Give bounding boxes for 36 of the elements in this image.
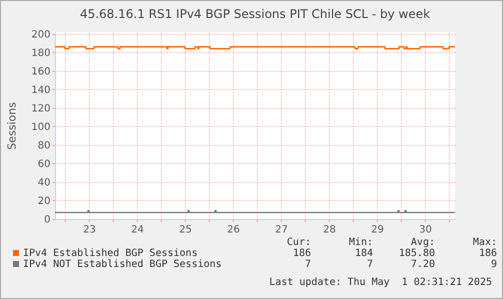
text: 7 [304, 259, 311, 270]
y-tick-label: 80 [38, 140, 50, 152]
y-tick-label: 20 [38, 196, 50, 207]
text: Cur: [286, 237, 311, 248]
x-tick-label: 26 [227, 224, 240, 236]
text: 7 [366, 259, 373, 270]
text: 185.80 [398, 248, 435, 259]
chart-title: 45.68.16.1 RS1 IPv4 BGP Sessions PIT Chile SCL - by week [80, 6, 430, 21]
text: Last update: Thu May 1 02:31:21 2025 [269, 277, 492, 288]
x-tick-label: 28 [323, 224, 336, 236]
y-tick-label: 120 [31, 103, 50, 114]
y-tick-label: 100 [31, 122, 50, 133]
legend-label: IPv4 Established BGP Sessions [22, 248, 199, 259]
text: 9 [490, 259, 497, 270]
text: 7.20 [410, 259, 435, 270]
legend-label: IPv4 NOT Established BGP Sessions [22, 259, 223, 270]
y-tick-label: 180 [31, 48, 50, 59]
x-tick-label: 25 [179, 224, 192, 236]
y-tick-label: 140 [31, 84, 50, 96]
x-tick-label: 27 [275, 224, 288, 236]
x-tick-label: 24 [131, 224, 144, 236]
x-tick-label: 29 [371, 224, 384, 236]
y-tick-label: 0 [44, 214, 50, 226]
text: Max: [472, 237, 497, 248]
text: Avg: [410, 237, 435, 248]
y-tick-label: 160 [31, 66, 50, 78]
y-tick-label: 60 [38, 158, 50, 170]
text: Min: [348, 237, 373, 248]
text: 186 [478, 248, 497, 259]
x-tick-label: 23 [83, 224, 96, 236]
text: 184 [354, 248, 373, 259]
y-axis-title: Sessions [5, 102, 18, 150]
text: 186 [292, 248, 311, 259]
y-tick-label: 40 [38, 177, 50, 188]
y-tick-label: 200 [31, 29, 50, 40]
x-tick-label: 30 [419, 224, 432, 236]
